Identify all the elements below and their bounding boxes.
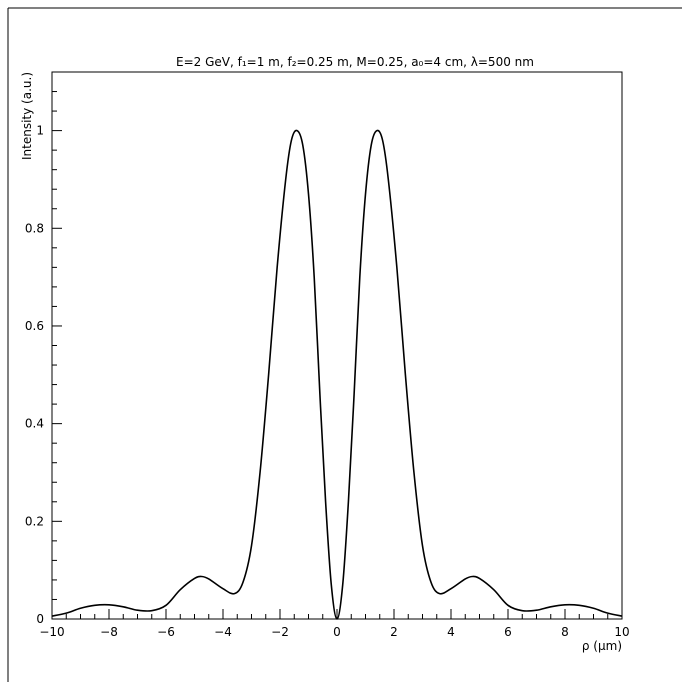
x-tick-label: −10 (39, 625, 64, 639)
x-axis-ticks (51, 609, 623, 619)
x-tick-label: 4 (447, 625, 455, 639)
y-tick-label: 0 (36, 612, 44, 626)
plot-frame (51, 71, 623, 620)
y-axis-label: Intensity (a.u.) (20, 72, 34, 160)
x-tick-label: 10 (614, 625, 629, 639)
x-tick-label: −6 (157, 625, 175, 639)
y-tick-label: 0.8 (25, 221, 44, 235)
x-tick-label: −8 (100, 625, 118, 639)
x-axis-tick-labels: −10 −8 −6 −4 −2 0 2 4 6 8 10 (39, 625, 629, 639)
x-tick-label: 6 (504, 625, 512, 639)
chart-title: E=2 GeV, f₁=1 m, f₂=0.25 m, M=0.25, a₀=4… (176, 55, 534, 69)
y-tick-label: 0.2 (25, 514, 44, 528)
x-tick-label: −2 (271, 625, 289, 639)
x-tick-label: 2 (390, 625, 398, 639)
x-axis-label: ρ (μm) (582, 639, 622, 653)
series-line (51, 129, 623, 620)
y-tick-label: 0.4 (25, 417, 44, 431)
y-axis-tick-labels: 0 0.2 0.4 0.6 0.8 1 (25, 124, 44, 626)
x-tick-label: −4 (214, 625, 232, 639)
y-tick-label: 0.6 (25, 319, 44, 333)
x-tick-label: 8 (561, 625, 569, 639)
x-tick-label: 0 (333, 625, 341, 639)
y-tick-label: 1 (36, 124, 44, 138)
y-axis-ticks (52, 71, 62, 620)
